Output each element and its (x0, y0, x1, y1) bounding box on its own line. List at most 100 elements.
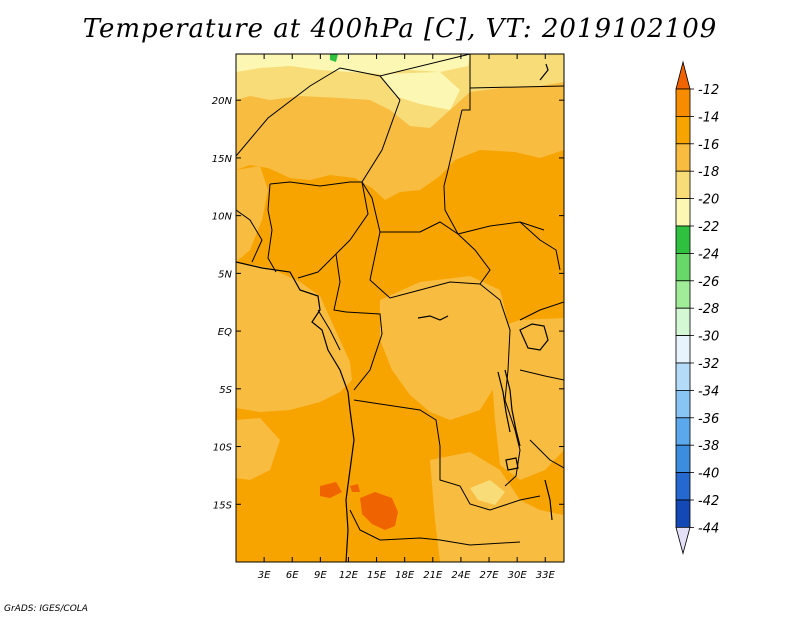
border-ethiopia (519, 221, 561, 271)
coast-red-sea (539, 63, 549, 81)
border-east-africa (519, 301, 564, 321)
colorbar-label: -28 (698, 302, 719, 317)
colorbar-segment (675, 198, 691, 227)
border-zambia (489, 495, 541, 511)
colorbar-label: -36 (698, 412, 719, 427)
band-congo-west (236, 262, 352, 412)
x-tick-label: 12E (339, 570, 359, 581)
colorbar-segment (675, 472, 691, 501)
lake-mweru (505, 457, 519, 471)
colorbar-segment (675, 170, 691, 199)
colorbar: -12 -14 -16 -18 -20 -22 -24 -26 -28 -30 -32 -34 -36 -… (675, 60, 719, 555)
colorbar-segment (675, 116, 691, 145)
colorbar-label: -40 (698, 467, 719, 482)
border-sudan-southsudan (457, 221, 545, 235)
y-tick-label: 5N (218, 269, 232, 280)
colorbar-label: -24 (698, 247, 719, 262)
x-axis: 3E 6E 9E 12E 15E 18E 21E 24E 27E 30E 33E (258, 54, 555, 581)
colorbar-segment (675, 389, 691, 419)
colorbar-segment (675, 280, 691, 309)
border-sudan-north (469, 85, 564, 89)
colorbar-label: -44 (698, 521, 719, 536)
border-cameroon-south (333, 253, 347, 313)
colorbar-label: -14 (698, 110, 719, 125)
border-west-coast-gabon (317, 309, 341, 351)
warm-patch-angola (360, 492, 398, 530)
y-tick-label: 15S (213, 500, 233, 511)
y-tick-label: 5S (219, 385, 232, 396)
border-chad-east (443, 109, 463, 235)
x-tick-label: 30E (508, 570, 528, 581)
border-congo (345, 311, 383, 391)
band-patch-south (470, 480, 505, 505)
map-title: Temperature at 400hPa [C], VT: 201910210… (82, 14, 718, 44)
border-benin (267, 183, 277, 273)
warm-patch-small (350, 484, 360, 492)
cold-patch-north (330, 54, 338, 62)
x-tick-label: 15E (367, 570, 387, 581)
band-central (380, 276, 510, 420)
colorbar-label: -16 (698, 138, 719, 153)
lake-tanganyika (504, 369, 521, 447)
coast-gulf-of-guinea (236, 261, 355, 562)
border-drc-angola (353, 399, 491, 511)
y-tick-label: 15N (212, 154, 233, 165)
lake-kivu (417, 315, 449, 321)
colorbar-label: -38 (698, 439, 719, 454)
band-west-sahel (236, 166, 268, 262)
warm-patch-angola-west (320, 482, 342, 498)
x-tick-label: 6E (286, 570, 299, 581)
y-tick-label: 10S (213, 443, 233, 454)
colorbar-segment (675, 143, 691, 172)
colorbar-label: -32 (698, 357, 719, 372)
colorbar-segment (675, 335, 691, 364)
colorbar-bottom-arrow (675, 527, 691, 555)
x-tick-label: 3E (258, 570, 271, 581)
colorbar-segment (675, 417, 691, 446)
x-tick-label: 21E (423, 570, 443, 581)
y-tick-label: 10N (212, 212, 233, 223)
colorbar-top-arrow (675, 60, 691, 90)
colorbar-label: -20 (698, 193, 719, 208)
border-car-south (369, 231, 481, 299)
colorbar-segment (675, 307, 691, 337)
colorbar-label: -42 (698, 494, 719, 509)
lake-malawi (544, 479, 553, 521)
border-mali-burkina (236, 209, 263, 263)
x-tick-label: 18E (395, 570, 415, 581)
lake-tanganyika-2 (497, 371, 511, 433)
colorbar-segment (675, 252, 691, 282)
border-niger-nigeria (269, 181, 362, 187)
band-southeast (430, 452, 564, 562)
lake-victoria (519, 323, 549, 351)
y-tick-label: EQ (218, 327, 232, 338)
map-frame (235, 53, 565, 563)
band-west-coast-south (236, 418, 280, 480)
colorbar-label: -18 (698, 165, 719, 180)
colorbar-label: -22 (698, 220, 719, 235)
border-libya-chad (379, 54, 471, 77)
border-tanzania-south (529, 439, 564, 469)
x-tick-label: 24E (451, 570, 471, 581)
temperature-field (236, 54, 564, 562)
colorbar-label: -12 (698, 83, 719, 98)
coastlines (236, 63, 553, 562)
colorbar-label: -30 (698, 330, 719, 345)
border-algeria-niger (236, 67, 401, 157)
border-kenya (519, 369, 564, 381)
band-northern-desert (236, 54, 470, 74)
band-northern-desert-2 (380, 72, 460, 110)
colorbar-segment (675, 444, 691, 474)
colorbar-label: -34 (698, 384, 719, 399)
colorbar-segment (675, 499, 691, 528)
band-minus20 (236, 54, 470, 110)
border-nigeria-cameroon (297, 181, 369, 279)
colorbar-segment (675, 225, 691, 254)
band-east (490, 318, 564, 480)
band-minus14 (320, 482, 398, 530)
border-egypt-sudan (462, 54, 471, 111)
country-borders (236, 54, 564, 546)
grads-credit: GrADS: IGES/COLA (4, 604, 88, 614)
x-tick-label: 27E (480, 570, 500, 581)
